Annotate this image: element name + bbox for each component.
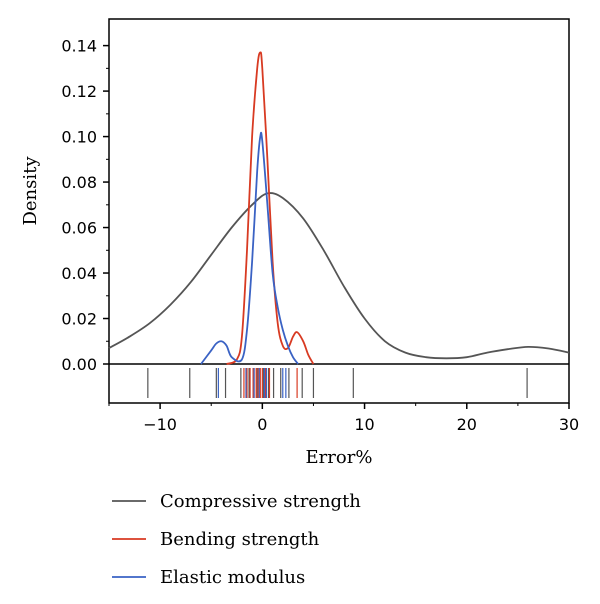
series-line-0 xyxy=(108,192,570,360)
x-tick-label: −10 xyxy=(143,415,177,434)
x-tick-label: 10 xyxy=(354,415,374,434)
y-tick-label: 0.06 xyxy=(61,219,97,238)
density-curves xyxy=(108,51,570,365)
x-axis-title: Error% xyxy=(306,447,373,468)
x-tick-label: 20 xyxy=(457,415,477,434)
y-tick-label: 0.08 xyxy=(61,173,97,192)
x-axis: −10 0 10 20 30 xyxy=(108,403,579,434)
legend: Compressive strength Bending strength Elas… xyxy=(112,491,361,588)
y-axis-title: Density xyxy=(20,156,41,226)
legend-label-1: Bending strength xyxy=(160,529,320,550)
legend-label-0: Compressive strength xyxy=(160,491,361,512)
y-tick-label: 0.10 xyxy=(61,128,97,147)
series-line-1 xyxy=(226,51,315,365)
plot-frame xyxy=(108,18,570,404)
x-tick-label: 0 xyxy=(257,415,267,434)
series-line-2 xyxy=(200,131,299,365)
x-tick-label: 30 xyxy=(559,415,579,434)
rug-marks xyxy=(147,368,528,398)
y-tick-label: 0.04 xyxy=(61,264,97,283)
y-tick-label: 0.00 xyxy=(61,355,97,374)
y-tick-label: 0.02 xyxy=(61,310,97,329)
y-tick-label: 0.14 xyxy=(61,37,97,56)
y-tick-label: 0.12 xyxy=(61,82,97,101)
y-axis: 0.00 0.02 0.04 0.06 0.08 0.10 0.12 0.14 xyxy=(61,37,109,374)
legend-label-2: Elastic modulus xyxy=(160,567,305,588)
